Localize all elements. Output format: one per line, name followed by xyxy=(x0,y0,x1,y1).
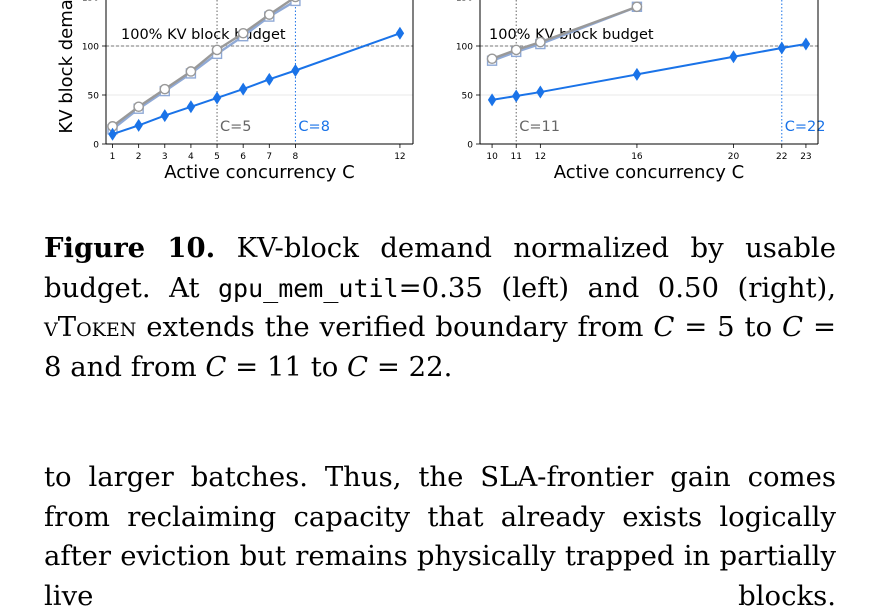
data-point-diamond xyxy=(801,37,811,51)
data-point-circle xyxy=(133,101,144,113)
caption-math-c-2: C xyxy=(782,311,804,343)
y-tick-label: 150 xyxy=(456,0,473,4)
x-tick-label: 8 xyxy=(293,152,299,162)
caption-math-c-1: C xyxy=(653,311,675,343)
y-tick-label: 0 xyxy=(93,141,99,151)
x-tick-label: 6 xyxy=(240,152,246,162)
x-tick-label: 10 xyxy=(486,152,498,162)
chart-left: 050100150100% KV block budgetC=5C=812345… xyxy=(56,0,414,183)
x-tick-label: 16 xyxy=(631,152,643,162)
caption-text-2: =0.35 (left) and 0.50 (right), xyxy=(398,271,836,304)
boundary-label: C=22 xyxy=(785,119,826,135)
caption-math-4: = 22. xyxy=(368,350,453,383)
data-point-diamond xyxy=(186,100,196,114)
x-tick-label: 7 xyxy=(266,152,272,162)
x-tick-label: 22 xyxy=(776,152,787,162)
y-tick-label: 0 xyxy=(467,141,473,151)
data-point-diamond xyxy=(212,91,222,105)
data-point-circle xyxy=(185,66,197,77)
series-line xyxy=(112,32,401,136)
data-point-diamond xyxy=(265,72,274,86)
caption-system-name: vToken xyxy=(44,311,137,343)
data-point-circle xyxy=(510,44,522,56)
x-tick-label: 3 xyxy=(162,152,168,162)
chart-right: 0 50 100 150 100% KV block budget C=11 C=22 10 1… xyxy=(456,0,826,183)
caption-math-c-3: C xyxy=(205,350,227,383)
data-point-diamond xyxy=(291,64,300,77)
budget-label: 100% KV block budget xyxy=(121,27,286,43)
data-point-diamond xyxy=(238,82,248,96)
caption-math-3: = 11 to xyxy=(226,350,348,383)
caption-text-3: extends the verified boundary from xyxy=(136,311,654,343)
data-point-circle xyxy=(291,0,300,3)
body-paragraph: to larger batches. Thus, the SLA-frontie… xyxy=(44,461,836,612)
x-axis-label: Active concurrency C xyxy=(164,162,354,183)
caption-code-param: gpu_mem_util xyxy=(217,273,399,303)
y-tick-label: 50 xyxy=(462,92,474,102)
boundary-label: C=5 xyxy=(220,119,252,135)
figure-charts: 050100150100% KV block budgetC=5C=812345… xyxy=(56,0,826,183)
x-tick-label: 2 xyxy=(136,152,142,162)
data-point-diamond xyxy=(729,50,738,64)
data-point-diamond xyxy=(777,41,786,55)
figure-caption: Figure 10. KV-block demand normalized by… xyxy=(44,229,836,387)
caption-math-c-4: C xyxy=(347,350,369,383)
data-point-circle xyxy=(159,83,171,95)
x-tick-label: 11 xyxy=(510,152,521,162)
y-axis-label: KV block demand xyxy=(56,0,77,134)
data-point-circle xyxy=(211,44,223,56)
data-point-diamond xyxy=(108,127,117,141)
figure-label: Figure 10. xyxy=(44,232,216,264)
data-point-diamond xyxy=(487,93,497,107)
data-point-circle xyxy=(237,27,249,39)
x-tick-label: 20 xyxy=(728,152,740,162)
data-point-diamond xyxy=(395,26,405,40)
x-tick-label: 12 xyxy=(535,152,546,162)
data-point-circle xyxy=(631,1,643,13)
x-tick-label: 23 xyxy=(800,152,811,162)
data-point-diamond xyxy=(512,89,521,103)
data-point-diamond xyxy=(632,67,642,81)
y-tick-label: 50 xyxy=(88,92,100,102)
caption-text-1: KV-block demand normalized by usable bud… xyxy=(44,232,836,304)
data-point-diamond xyxy=(536,85,545,99)
x-tick-label: 5 xyxy=(214,152,220,162)
x-axis-label: Active concurrency C xyxy=(554,162,744,183)
y-tick-label: 150 xyxy=(82,0,99,4)
data-point-circle xyxy=(535,36,546,48)
series-line xyxy=(491,5,638,60)
caption-math-2: = 8 and from xyxy=(44,311,836,383)
data-point-diamond xyxy=(160,109,169,123)
data-point-circle xyxy=(486,53,498,65)
data-point-circle xyxy=(263,9,275,20)
boundary-label: C=8 xyxy=(298,119,330,135)
data-point-diamond xyxy=(134,118,143,132)
caption-math-1: = 5 to xyxy=(674,311,783,343)
x-tick-label: 4 xyxy=(188,152,194,162)
y-tick-label: 100 xyxy=(456,43,473,53)
x-tick-label: 1 xyxy=(110,152,116,162)
x-tick-label: 12 xyxy=(394,152,405,162)
y-tick-label: 100 xyxy=(82,43,99,53)
budget-label: 100% KV block budget xyxy=(489,27,654,43)
boundary-label: C=11 xyxy=(519,119,560,135)
